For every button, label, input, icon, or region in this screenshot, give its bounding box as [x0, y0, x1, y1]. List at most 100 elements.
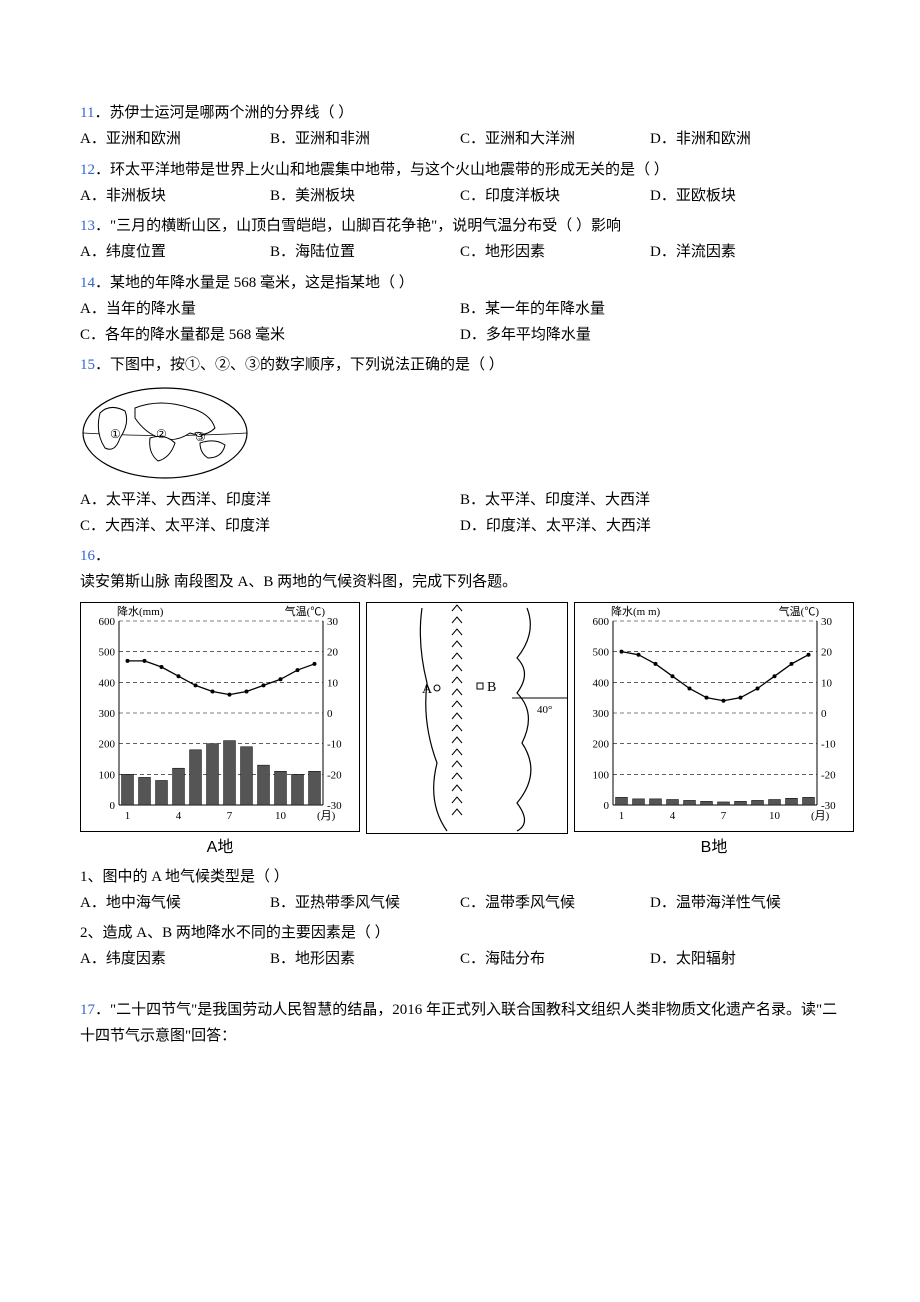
- q16-s1-c: C．温带季风气候: [460, 890, 650, 916]
- svg-text:-10: -10: [821, 738, 836, 750]
- map-label-3: ③: [195, 430, 206, 444]
- svg-text:4: 4: [176, 810, 182, 822]
- svg-text:7: 7: [721, 810, 727, 822]
- q17-num: 17: [80, 1002, 95, 1018]
- svg-text:20: 20: [327, 646, 339, 658]
- q13-opt-b: B．海陆位置: [270, 239, 460, 265]
- svg-text:200: 200: [593, 738, 610, 750]
- q12-opt-d: D．亚欧板块: [650, 183, 840, 209]
- svg-text:400: 400: [99, 677, 116, 689]
- q11-opt-a: A．亚洲和欧洲: [80, 126, 270, 152]
- svg-text:100: 100: [593, 769, 610, 781]
- svg-text:600: 600: [593, 616, 610, 628]
- q13-text: ．"三月的横断山区，山顶白雪皑皑，山脚百花争艳"，说明气温分布受（ ）影响: [95, 218, 621, 234]
- svg-text:500: 500: [99, 646, 116, 658]
- climate-a-wrapper: 0100200300400500600-30-20-10010203014710…: [80, 602, 360, 862]
- svg-text:0: 0: [821, 708, 827, 720]
- q16-s2-c: C．海陆分布: [460, 946, 650, 972]
- svg-text:0: 0: [110, 800, 116, 812]
- q16-figure-row: 0100200300400500600-30-20-10010203014710…: [80, 602, 840, 862]
- q16-s1-b: B．亚热带季风气候: [270, 890, 460, 916]
- svg-text:(月): (月): [811, 810, 830, 822]
- q16-s1-d: D．温带海洋性气候: [650, 890, 840, 916]
- svg-text:降水(mm): 降水(mm): [117, 604, 164, 618]
- q14-opt-d: D．多年平均降水量: [460, 322, 840, 348]
- svg-text:1: 1: [125, 810, 131, 822]
- svg-text:-20: -20: [821, 769, 836, 781]
- q16-num: 16: [80, 548, 95, 564]
- q13-num: 13: [80, 218, 95, 234]
- q16-s1-a: A．地中海气候: [80, 890, 270, 916]
- svg-text:200: 200: [99, 738, 116, 750]
- svg-text:气温(℃): 气温(℃): [779, 604, 820, 618]
- svg-text:1: 1: [619, 810, 625, 822]
- andes-map: 40° A B: [366, 602, 568, 834]
- q11-text: ．苏伊士运河是哪两个洲的分界线（ ）: [94, 105, 353, 121]
- q14-options: A．当年的降水量 B．某一年的年降水量 C．各年的降水量都是 568 毫米 D．…: [80, 296, 840, 349]
- q17-stem: 17．"二十四节气"是我国劳动人民智慧的结晶，2016 年正式列入联合国教科文组…: [80, 997, 840, 1050]
- q16-s2-d: D．太阳辐射: [650, 946, 840, 972]
- q15-opt-a: A．太平洋、大西洋、印度洋: [80, 487, 460, 513]
- q15-opt-c: C．大西洋、太平洋、印度洋: [80, 513, 460, 539]
- climate-b-wrapper: 0100200300400500600-30-20-10010203014710…: [574, 602, 854, 862]
- svg-text:300: 300: [593, 708, 610, 720]
- q11-num: 11: [80, 105, 94, 121]
- svg-text:300: 300: [99, 708, 116, 720]
- climate-chart-a: 0100200300400500600-30-20-10010203014710…: [80, 602, 360, 832]
- andes-point-b: B: [487, 680, 496, 695]
- q15-text: ．下图中，按①、②、③的数字顺序，下列说法正确的是（ ）: [95, 357, 504, 373]
- q15-opt-b: B．太平洋、印度洋、大西洋: [460, 487, 840, 513]
- svg-text:10: 10: [769, 810, 781, 822]
- svg-text:10: 10: [275, 810, 287, 822]
- q11-opt-c: C．亚洲和大洋洲: [460, 126, 650, 152]
- q15-options: A．太平洋、大西洋、印度洋 B．太平洋、印度洋、大西洋 C．大西洋、太平洋、印度…: [80, 487, 840, 540]
- caption-b: B地: [574, 834, 854, 862]
- svg-text:-10: -10: [327, 738, 342, 750]
- spacer: [80, 977, 840, 997]
- q11-opt-d: D．非洲和欧洲: [650, 126, 840, 152]
- q12-opt-b: B．美洲板块: [270, 183, 460, 209]
- q15-num: 15: [80, 357, 95, 373]
- q16-stem: 读安第斯山脉 南段图及 A、B 两地的气候资料图，完成下列各题。: [80, 569, 840, 595]
- q15-opt-d: D．印度洋、太平洋、大西洋: [460, 513, 840, 539]
- svg-text:30: 30: [327, 616, 339, 628]
- svg-text:7: 7: [227, 810, 233, 822]
- q11-opt-b: B．亚洲和非洲: [270, 126, 460, 152]
- q15-stem: 15．下图中，按①、②、③的数字顺序，下列说法正确的是（ ）: [80, 352, 840, 378]
- q14-opt-b: B．某一年的年降水量: [460, 296, 840, 322]
- q16-lead: ．: [95, 548, 110, 564]
- map-label-1: ①: [110, 427, 121, 441]
- svg-text:500: 500: [593, 646, 610, 658]
- q16-sub2: 2、造成 A、B 两地降水不同的主要因素是（ ）: [80, 920, 840, 946]
- q11-options: A．亚洲和欧洲 B．亚洲和非洲 C．亚洲和大洋洲 D．非洲和欧洲: [80, 126, 840, 152]
- q13-opt-a: A．纬度位置: [80, 239, 270, 265]
- q14-num: 14: [80, 275, 95, 291]
- world-map-figure: ① ② ③: [80, 383, 250, 483]
- andes-point-a: A: [422, 682, 433, 697]
- q16-num-line: 16．: [80, 543, 840, 569]
- q17-text: ．"二十四节气"是我国劳动人民智慧的结晶，2016 年正式列入联合国教科文组织人…: [80, 1002, 837, 1044]
- svg-text:(月): (月): [317, 810, 336, 822]
- q16-sub2-options: A．纬度因素 B．地形因素 C．海陆分布 D．太阳辐射: [80, 946, 840, 972]
- svg-text:降水(m m): 降水(m m): [611, 604, 661, 618]
- climate-chart-b: 0100200300400500600-30-20-10010203014710…: [574, 602, 854, 832]
- q13-opt-d: D．洋流因素: [650, 239, 840, 265]
- q16-sub1-options: A．地中海气候 B．亚热带季风气候 C．温带季风气候 D．温带海洋性气候: [80, 890, 840, 916]
- q12-num: 12: [80, 162, 95, 178]
- q12-options: A．非洲板块 B．美洲板块 C．印度洋板块 D．亚欧板块: [80, 183, 840, 209]
- svg-text:400: 400: [593, 677, 610, 689]
- caption-a: A地: [80, 834, 360, 862]
- q12-stem: 12．环太平洋地带是世界上火山和地震集中地带，与这个火山地震带的形成无关的是（ …: [80, 157, 840, 183]
- q12-text: ．环太平洋地带是世界上火山和地震集中地带，与这个火山地震带的形成无关的是（ ）: [95, 162, 669, 178]
- q16-sub1: 1、图中的 A 地气候类型是（ ）: [80, 864, 840, 890]
- svg-text:气温(℃): 气温(℃): [285, 604, 326, 618]
- q14-opt-a: A．当年的降水量: [80, 296, 460, 322]
- svg-text:4: 4: [670, 810, 676, 822]
- svg-text:600: 600: [99, 616, 116, 628]
- q14-stem: 14．某地的年降水量是 568 毫米，这是指某地（ ）: [80, 270, 840, 296]
- q14-opt-c: C．各年的降水量都是 568 毫米: [80, 322, 460, 348]
- q13-options: A．纬度位置 B．海陆位置 C．地形因素 D．洋流因素: [80, 239, 840, 265]
- svg-text:30: 30: [821, 616, 833, 628]
- svg-text:20: 20: [821, 646, 833, 658]
- svg-text:10: 10: [821, 677, 833, 689]
